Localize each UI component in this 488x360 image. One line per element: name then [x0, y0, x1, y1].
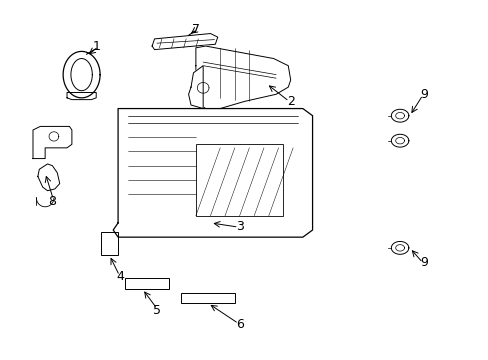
Polygon shape: [113, 109, 312, 237]
Polygon shape: [188, 66, 203, 109]
Text: 3: 3: [235, 220, 243, 233]
Polygon shape: [196, 46, 290, 109]
Text: 6: 6: [235, 318, 243, 331]
Text: 9: 9: [420, 256, 427, 269]
Bar: [125, 278, 169, 289]
Bar: [101, 232, 118, 255]
Text: 4: 4: [116, 270, 124, 283]
Text: 7: 7: [191, 23, 200, 36]
Text: 2: 2: [286, 95, 294, 108]
Bar: [249, 82, 268, 91]
Text: 1: 1: [92, 40, 100, 53]
Polygon shape: [38, 164, 60, 191]
Polygon shape: [152, 33, 217, 50]
Polygon shape: [33, 126, 72, 158]
Text: 9: 9: [420, 88, 427, 101]
Bar: [181, 293, 234, 303]
Text: 5: 5: [153, 304, 161, 317]
Text: 8: 8: [48, 195, 56, 208]
Bar: [196, 144, 283, 216]
Bar: [222, 82, 242, 91]
